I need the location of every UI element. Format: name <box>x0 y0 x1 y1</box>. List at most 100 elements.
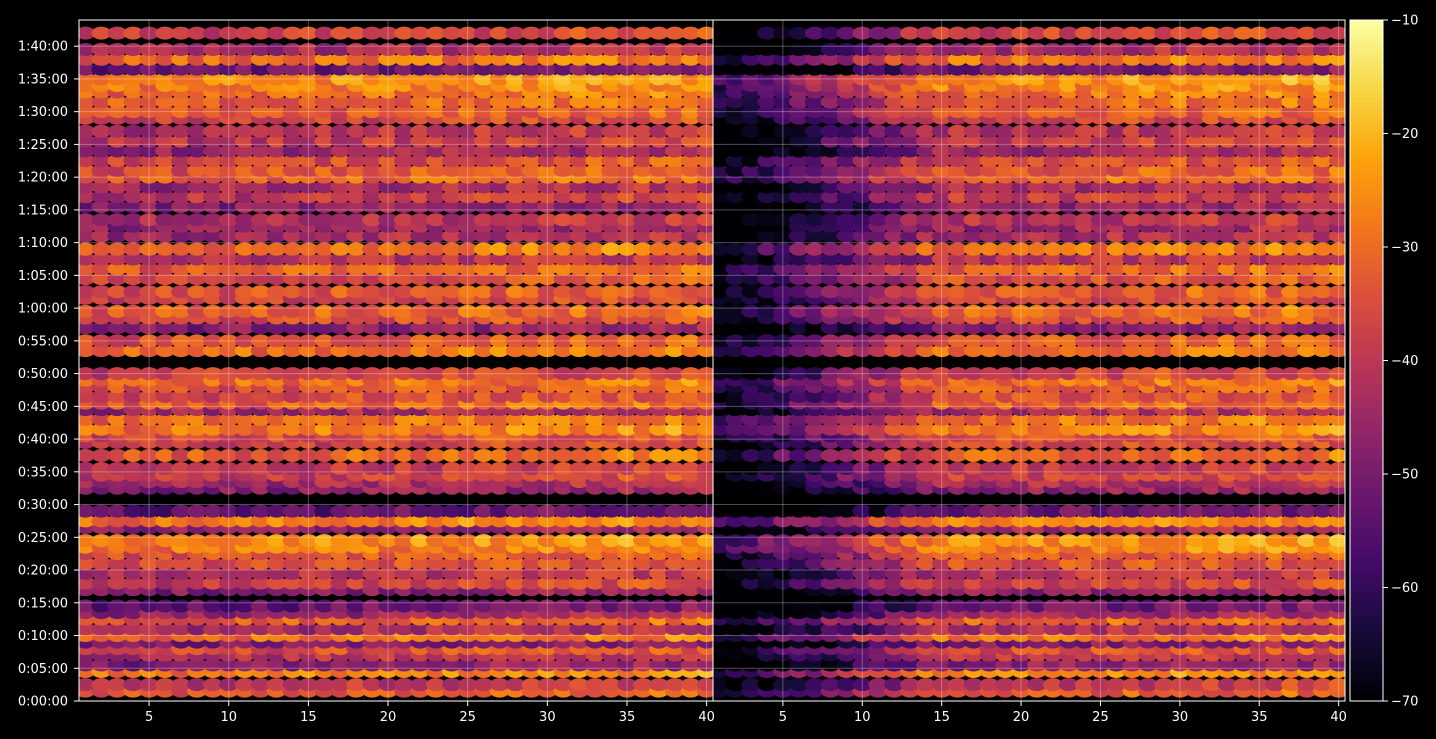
heatmap-cell <box>1043 599 1063 613</box>
heatmap-cell <box>1233 462 1254 476</box>
heatmap-cell <box>473 534 494 548</box>
heatmap-cell <box>282 180 303 194</box>
heatmap-cell <box>585 304 605 318</box>
heatmap-cell <box>202 678 223 692</box>
heatmap-cell <box>804 599 825 613</box>
heatmap-cell <box>250 412 271 426</box>
heatmap-cell <box>362 190 382 204</box>
heatmap-cell <box>1233 658 1254 672</box>
heatmap-cell <box>804 658 825 672</box>
heatmap-cell <box>298 534 319 548</box>
heatmap-cell <box>713 556 730 570</box>
heatmap-cell <box>601 213 621 227</box>
heatmap-cell <box>553 390 574 404</box>
heatmap-cell <box>489 42 510 56</box>
heatmap-cell <box>171 566 191 580</box>
heatmap-cell <box>282 105 303 119</box>
heatmap-cell <box>773 566 793 580</box>
heatmap-cell <box>314 344 335 358</box>
heatmap-cell <box>378 422 398 436</box>
heatmap-cell <box>1058 599 1079 613</box>
heatmap-cell <box>537 462 558 476</box>
heatmap-cell <box>664 576 685 590</box>
heatmap-cell <box>234 134 255 148</box>
heatmap-cell <box>489 566 510 580</box>
heatmap-cell <box>931 462 952 476</box>
heatmap-cell <box>617 95 637 109</box>
heatmap-cell <box>282 304 303 318</box>
heatmap-cell <box>931 514 952 528</box>
heatmap-cell <box>900 658 920 672</box>
heatmap-cell <box>250 213 271 227</box>
heatmap-cell <box>521 658 542 672</box>
heatmap-cell <box>91 134 112 148</box>
heatmap-cell <box>234 448 255 462</box>
heatmap-cell <box>649 599 669 613</box>
heatmap-cell <box>537 658 558 672</box>
heatmap-cell <box>696 412 713 426</box>
heatmap-cell <box>250 534 271 548</box>
heatmap-cell <box>489 514 510 528</box>
heatmap-cell <box>250 390 271 404</box>
heatmap-cell <box>1297 556 1317 570</box>
heatmap-cell <box>868 448 888 462</box>
heatmap-cell <box>537 180 558 194</box>
heatmap-cell <box>617 242 637 256</box>
heatmap-cell <box>139 448 159 462</box>
heatmap-cell <box>696 62 713 76</box>
heatmap-cell <box>1122 556 1143 570</box>
heatmap-cell <box>314 622 335 636</box>
heatmap-cell <box>696 272 713 286</box>
heatmap-cell <box>868 556 888 570</box>
heatmap-cell <box>330 95 351 109</box>
heatmap-cell <box>713 576 730 590</box>
heatmap-cell <box>298 164 319 178</box>
heatmap-cell <box>234 344 255 358</box>
heatmap-cell <box>410 367 430 381</box>
heatmap-cell <box>218 285 239 299</box>
heatmap-cell <box>505 26 526 40</box>
heatmap-cell <box>633 390 653 404</box>
heatmap-cell <box>91 514 112 528</box>
heatmap-cell <box>234 422 255 436</box>
heatmap-cell <box>633 534 653 548</box>
heatmap-cell <box>617 504 637 518</box>
heatmap-cell <box>553 42 574 56</box>
heatmap-cell <box>250 422 271 436</box>
heatmap-cell <box>394 367 414 381</box>
heatmap-cell <box>441 200 462 214</box>
heatmap-cell <box>218 514 239 528</box>
heatmap-cell <box>266 556 287 570</box>
heatmap-cell <box>362 367 382 381</box>
heatmap-cell <box>202 105 223 119</box>
heatmap-cell <box>139 62 159 76</box>
heatmap-cell <box>617 134 637 148</box>
heatmap-cell <box>1328 448 1345 462</box>
heatmap-cell <box>617 678 637 692</box>
heatmap-cell <box>441 599 462 613</box>
heatmap-cell <box>410 576 430 590</box>
heatmap-cell <box>171 190 191 204</box>
heatmap-cell <box>107 504 128 518</box>
heatmap-cell <box>79 95 96 109</box>
heatmap-cell <box>868 678 888 692</box>
heatmap-cell <box>79 164 96 178</box>
heatmap-cell <box>314 321 335 335</box>
heatmap-cell <box>1201 658 1222 672</box>
heatmap-cell <box>250 95 271 109</box>
heatmap-cell <box>282 462 303 476</box>
heatmap-cell <box>537 105 558 119</box>
heatmap-cell <box>378 200 398 214</box>
heatmap-cell <box>521 462 542 476</box>
heatmap-cell <box>139 658 159 672</box>
heatmap-cell <box>617 213 637 227</box>
heatmap-cell <box>187 321 207 335</box>
heatmap-cell <box>330 229 351 243</box>
heatmap-cell <box>521 678 542 692</box>
heatmap-cell <box>362 599 382 613</box>
heatmap-cell <box>441 534 462 548</box>
heatmap-cell <box>963 448 984 462</box>
heatmap-cell <box>410 200 430 214</box>
heatmap-cell <box>505 42 526 56</box>
heatmap-cell <box>553 448 574 462</box>
